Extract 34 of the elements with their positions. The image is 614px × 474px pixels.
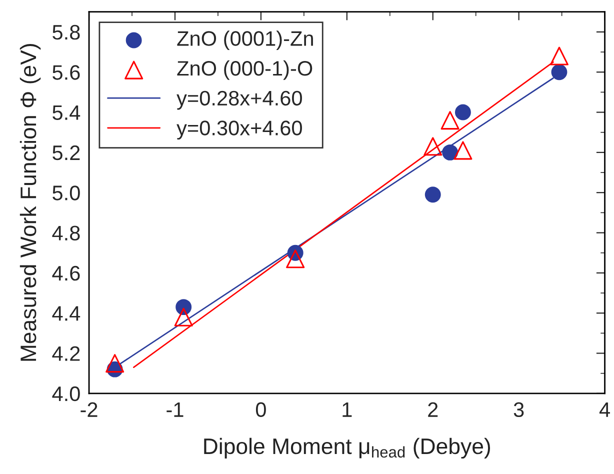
point (442, 144, 458, 160)
y-axis-title: Measured Work Function Φ (eV) (20, 44, 41, 361)
y-tick-label: 4.4 (52, 306, 80, 321)
y-tick-label: 5.0 (52, 186, 80, 200)
y-tick-label: 4.2 (52, 346, 80, 361)
y-tick-label: 4.8 (52, 226, 80, 241)
point (424, 186, 441, 203)
x-tick-label: 0 (256, 402, 266, 418)
point (174, 308, 193, 326)
x-axis-title: Dipole Moment μ$_{head}$ (Debye) (204, 438, 490, 459)
point (550, 46, 568, 66)
legend-label: ZnO (0001)-Zn (177, 30, 313, 50)
x-tick-label: 1 (342, 402, 352, 417)
point (440, 111, 460, 130)
y-tick-label: 5.4 (52, 105, 80, 120)
legend-label: ZnO (000-1)-O (177, 60, 312, 80)
point (286, 250, 305, 268)
y-tick-label: 4.0 (52, 386, 80, 402)
x-tick-label: 2 (428, 402, 438, 417)
y-tick-label: 5.2 (52, 145, 80, 160)
x-tick-label: -1 (166, 402, 184, 417)
y-tick-label: 5.8 (52, 24, 80, 40)
x-tick-label: 4 (599, 402, 610, 417)
legend-label: y=0.30x+4.60 (176, 120, 302, 140)
x-tick-label: 3 (514, 402, 524, 418)
point (106, 354, 124, 373)
x-tick-label: -2 (80, 402, 98, 417)
y-tick-label: 5.6 (52, 65, 80, 80)
legend-label: y=0.28x+4.60 (176, 90, 302, 110)
point (454, 104, 471, 120)
y-tick-label: 4.6 (52, 266, 80, 281)
point (454, 141, 472, 160)
point (551, 64, 568, 80)
point (424, 137, 442, 156)
